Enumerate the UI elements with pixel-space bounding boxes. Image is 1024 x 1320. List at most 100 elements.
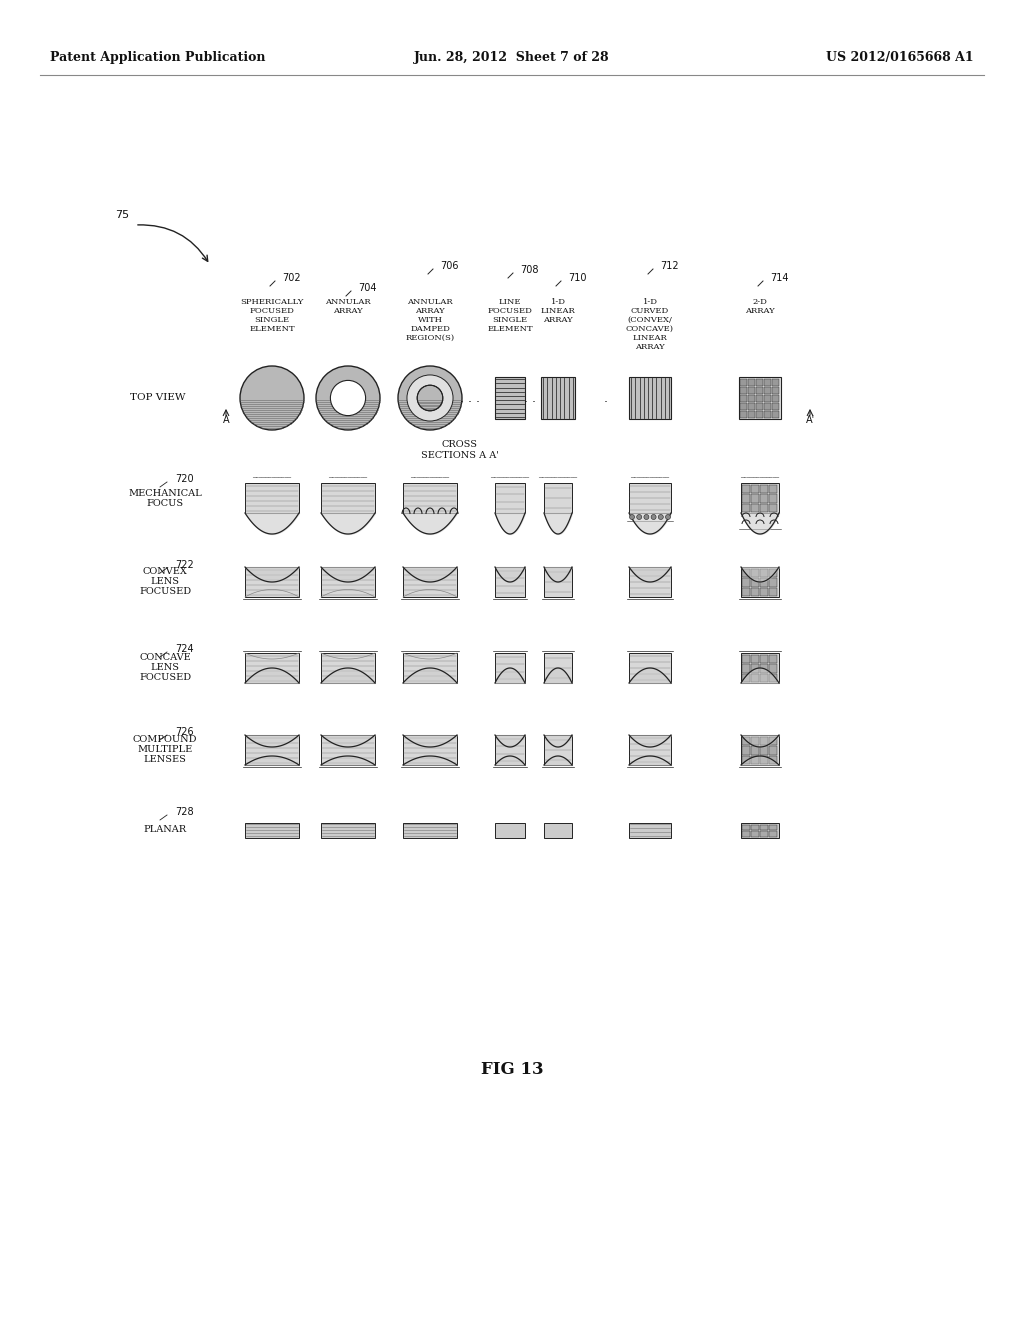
Bar (748, 395, 755, 403)
Circle shape (658, 515, 664, 520)
Text: (CONVEX/: (CONVEX/ (628, 315, 673, 323)
Bar (629, 735, 671, 766)
Bar (760, 494, 768, 503)
Bar (544, 735, 572, 766)
Bar (629, 568, 671, 597)
Text: ────────────: ──────────── (539, 477, 578, 480)
Bar (769, 587, 777, 597)
Bar (751, 569, 759, 577)
Bar (764, 395, 771, 403)
Bar (760, 655, 768, 664)
Text: FOCUS: FOCUS (146, 499, 183, 507)
Bar (541, 378, 575, 418)
Text: 706: 706 (440, 261, 459, 271)
Bar (751, 655, 759, 664)
Bar (764, 403, 771, 411)
Text: . . .: . . . (460, 392, 480, 404)
Bar (245, 568, 299, 597)
Text: 1-D: 1-D (642, 298, 657, 306)
Bar (756, 395, 763, 403)
Bar (742, 494, 750, 503)
Bar (742, 569, 750, 577)
Text: Patent Application Publication: Patent Application Publication (50, 51, 265, 65)
Text: 720: 720 (175, 474, 194, 484)
Bar (760, 504, 768, 512)
Bar (742, 578, 750, 586)
Circle shape (651, 515, 656, 520)
Text: ────────────: ──────────── (631, 477, 670, 480)
Text: ────────────: ──────────── (411, 477, 450, 480)
Text: FOCUSED: FOCUSED (139, 673, 191, 682)
Bar (495, 483, 525, 513)
Bar (751, 494, 759, 503)
Bar (629, 378, 671, 418)
Bar (760, 569, 768, 577)
Bar (751, 673, 759, 682)
Bar (760, 664, 768, 673)
Text: CURVED: CURVED (631, 308, 669, 315)
Bar (756, 387, 763, 393)
Bar (321, 483, 375, 513)
Bar (756, 403, 763, 411)
Text: CONCAVE: CONCAVE (139, 653, 190, 663)
Bar (769, 494, 777, 503)
Text: ANNULAR: ANNULAR (326, 298, 371, 306)
Bar (403, 568, 457, 597)
Bar (403, 735, 457, 766)
Bar (742, 832, 750, 837)
Circle shape (666, 515, 671, 520)
Bar (760, 746, 768, 755)
Text: ────────────: ──────────── (329, 477, 368, 480)
Text: 726: 726 (175, 727, 194, 737)
Circle shape (331, 380, 366, 416)
Bar (760, 578, 768, 586)
Bar (321, 568, 375, 597)
Bar (741, 735, 779, 766)
Text: FOCUSED: FOCUSED (139, 587, 191, 597)
Bar (751, 832, 759, 837)
Bar (772, 411, 779, 418)
Bar (760, 484, 768, 494)
Bar (544, 483, 572, 513)
Bar (751, 664, 759, 673)
Text: LINEAR: LINEAR (633, 334, 668, 342)
Text: 702: 702 (282, 273, 301, 282)
Bar (245, 822, 299, 837)
Bar (740, 395, 746, 403)
Bar (769, 673, 777, 682)
Bar (751, 578, 759, 586)
Bar (742, 587, 750, 597)
Bar (769, 484, 777, 494)
Bar (748, 379, 755, 385)
Text: CROSS
SECTIONS A A': CROSS SECTIONS A A' (421, 441, 499, 459)
Text: ────────────: ──────────── (740, 477, 779, 480)
Text: CONVEX: CONVEX (142, 568, 187, 577)
Text: 712: 712 (660, 261, 679, 271)
Text: WITH: WITH (418, 315, 442, 323)
Bar (495, 568, 525, 597)
Bar (764, 379, 771, 385)
Bar (769, 737, 777, 746)
Text: FIG 13: FIG 13 (480, 1061, 544, 1078)
Bar (742, 504, 750, 512)
Text: TOP VIEW: TOP VIEW (130, 393, 185, 403)
Bar (751, 587, 759, 597)
Bar (742, 746, 750, 755)
Text: ARRAY: ARRAY (635, 343, 665, 351)
Bar (772, 395, 779, 403)
Text: LINEAR: LINEAR (541, 308, 575, 315)
Text: ARRAY: ARRAY (415, 308, 444, 315)
Bar (769, 578, 777, 586)
Bar (495, 822, 525, 837)
Bar (769, 504, 777, 512)
Bar (740, 411, 746, 418)
Bar (495, 735, 525, 766)
Circle shape (240, 366, 304, 430)
Circle shape (630, 515, 635, 520)
Bar (760, 832, 768, 837)
Text: A: A (222, 414, 229, 425)
Bar (544, 568, 572, 597)
Text: CONCAVE): CONCAVE) (626, 325, 674, 333)
Bar (769, 832, 777, 837)
Bar (769, 755, 777, 764)
